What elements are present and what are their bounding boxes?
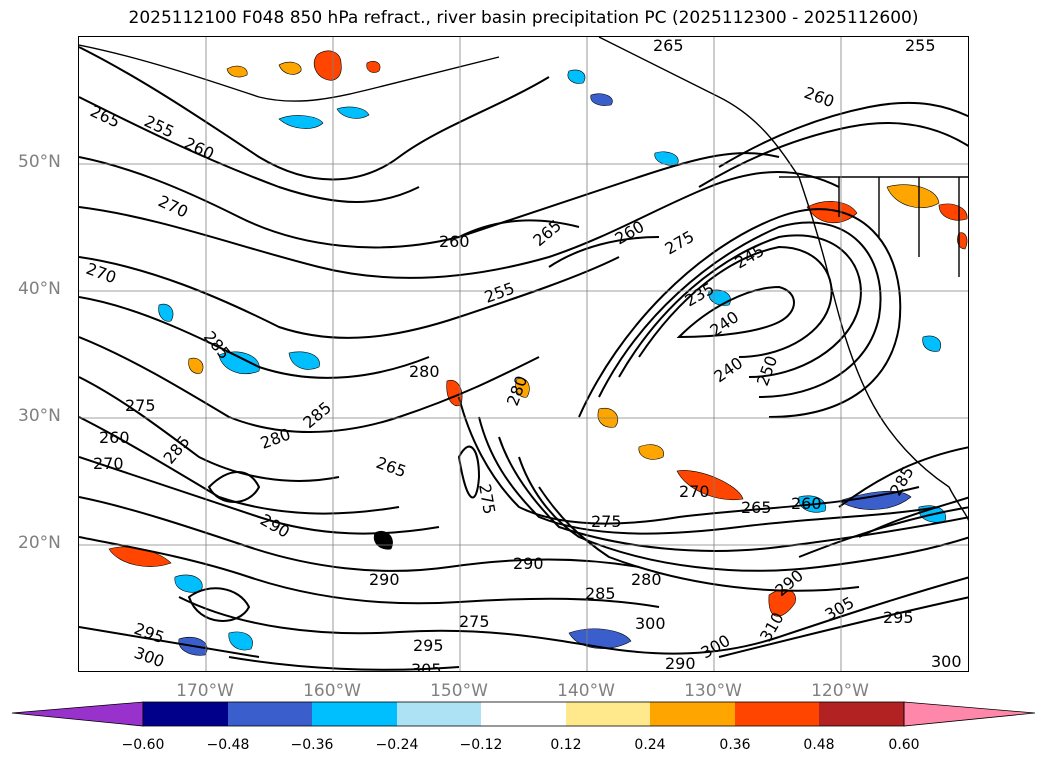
contour-label: 280	[409, 362, 440, 381]
contour-label: 295	[132, 619, 167, 647]
colorbar-tick: −0.36	[290, 737, 334, 753]
contour-label: 270	[679, 482, 710, 501]
lon-label-120w: 120°W	[811, 681, 869, 701]
contour-label: 290	[257, 510, 293, 542]
colorbar-segment	[650, 702, 735, 726]
contour-label: 300	[132, 643, 167, 671]
colorbar-segment	[143, 702, 228, 726]
contour-label: 275	[459, 612, 490, 631]
contour-label: 275	[125, 396, 156, 415]
lon-label-150w: 150°W	[430, 681, 488, 701]
colorbar-tick: −0.12	[459, 737, 503, 753]
contour-label: 285	[160, 432, 194, 468]
contour-label: 280	[503, 373, 531, 408]
colorbar-tick: −0.24	[375, 737, 419, 753]
contour-label: 250	[753, 353, 781, 388]
contour-label: 300	[635, 614, 666, 633]
contour-label: 275	[475, 482, 499, 515]
lon-label-170w: 170°W	[176, 681, 234, 701]
lat-label-30n: 30°N	[18, 406, 61, 426]
map-title: 2025112100 F048 850 hPa refract., river …	[128, 8, 919, 28]
contour-label: 240	[710, 353, 746, 386]
lon-label-140w: 140°W	[557, 681, 615, 701]
lon-label-130w: 130°W	[684, 681, 742, 701]
contour-label: 295	[413, 636, 444, 655]
contour-label: 280	[631, 570, 662, 589]
contour-label: 285	[585, 584, 616, 603]
lat-label-20n: 20°N	[18, 533, 61, 553]
contour-label: 265	[374, 453, 409, 481]
colorbar-tick: −0.60	[121, 737, 165, 753]
colorbar-segment	[481, 702, 566, 726]
colorbar	[11, 701, 1036, 727]
contour-label: 300	[931, 652, 962, 671]
contour-label: 275	[591, 512, 622, 531]
map-canvas: 265 255 260 270 260 265 260 275 255 245 …	[79, 37, 968, 672]
contour-label: 290	[369, 570, 400, 589]
contour-label: 260	[791, 494, 822, 513]
colorbar-tick: 0.12	[550, 737, 582, 753]
colorbar-segment	[11, 701, 144, 727]
colorbar-segment	[903, 701, 1036, 727]
colorbar-tick: 0.60	[888, 737, 920, 753]
contour-label: 290	[665, 654, 696, 672]
contour-label: 260	[802, 83, 837, 111]
contour-label: 285	[299, 398, 335, 432]
colorbar-tick: 0.36	[719, 737, 751, 753]
contour-label: 265	[741, 498, 772, 517]
colorbar-segment	[735, 702, 819, 726]
contour-label: 305	[411, 660, 442, 672]
colorbar-tick: 0.48	[803, 737, 835, 753]
contour-label: 265	[653, 37, 684, 55]
colorbar-segment	[228, 702, 312, 726]
lat-label-40n: 40°N	[18, 279, 61, 299]
contour-label: 245	[732, 241, 768, 273]
contour-label: 300	[698, 631, 734, 663]
contour-label: 260	[612, 217, 648, 249]
colorbar-segment	[566, 702, 650, 726]
contour-label: 265	[87, 101, 123, 131]
colorbar-tick: 0.24	[634, 737, 666, 753]
contour-label: 255	[905, 37, 936, 55]
contour-label: 260	[439, 232, 470, 251]
contour-lines	[79, 46, 968, 671]
coastlines	[79, 37, 968, 522]
contour-label: 275	[662, 227, 698, 259]
contour-label: 260	[99, 428, 130, 447]
lat-label-50n: 50°N	[18, 152, 61, 172]
contour-label: 270	[155, 191, 191, 221]
precip-patches	[108, 50, 968, 656]
contour-label: 305	[822, 593, 858, 625]
map-plot-area[interactable]: 265 255 260 270 260 265 260 275 255 245 …	[78, 36, 969, 672]
colorbar-tick: −0.48	[206, 737, 250, 753]
contour-label: 235	[682, 279, 718, 311]
colorbar-segment	[819, 702, 904, 726]
contour-label: 280	[258, 424, 293, 452]
colorbar-segment	[312, 702, 397, 726]
contour-label: 295	[883, 608, 914, 627]
colorbar-outline	[142, 701, 905, 727]
contour-label: 270	[93, 454, 124, 473]
colorbar-segment	[397, 702, 481, 726]
contour-label: 255	[482, 278, 517, 306]
contour-label: 290	[513, 554, 544, 573]
map-gridlines	[79, 37, 968, 671]
lon-label-160w: 160°W	[303, 681, 361, 701]
